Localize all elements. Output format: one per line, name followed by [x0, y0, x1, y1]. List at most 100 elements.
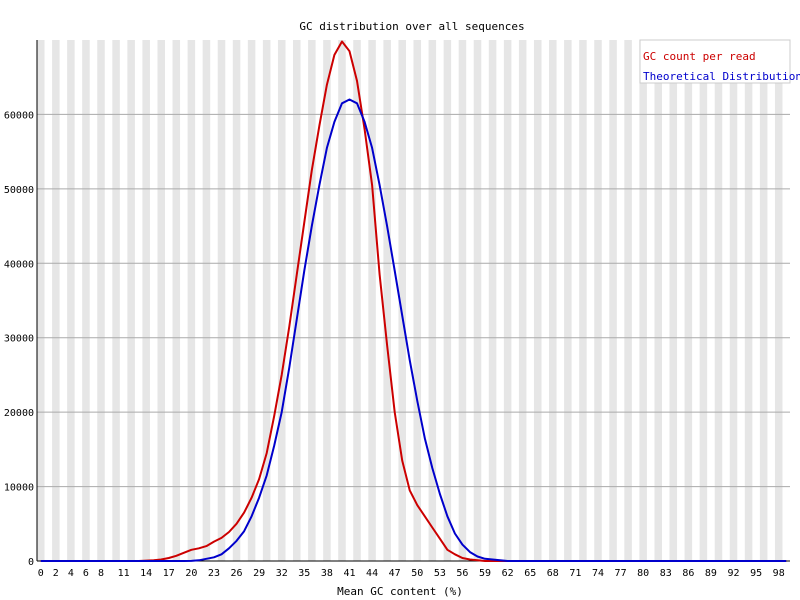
x-tick-label: 62 [502, 568, 514, 579]
x-tick-label: 23 [208, 568, 220, 579]
x-tick-label: 11 [118, 568, 130, 579]
x-tick-label: 47 [389, 568, 401, 579]
series-lines [40, 40, 787, 562]
background-band [398, 40, 406, 561]
background-band [473, 40, 482, 561]
background-band [774, 40, 783, 561]
x-tick-label: 38 [321, 568, 333, 579]
x-tick-label: 0 [38, 568, 44, 579]
background-band [172, 40, 181, 561]
background-band [518, 40, 527, 561]
background-band [262, 40, 271, 561]
background-band [157, 40, 166, 561]
background-band [247, 40, 256, 561]
x-tick-label: 17 [163, 568, 175, 579]
x-tick-label: 80 [637, 568, 649, 579]
x-tick-label: 8 [98, 568, 104, 579]
x-tick-label: 95 [750, 568, 762, 579]
background-band [564, 40, 572, 561]
background-band [533, 40, 542, 561]
x-tick-label: 86 [682, 568, 694, 579]
background-band [503, 40, 512, 561]
background-band [82, 40, 90, 561]
background-band [37, 40, 45, 561]
background-band [729, 40, 738, 561]
background-band [217, 40, 226, 561]
x-tick-label: 83 [660, 568, 672, 579]
y-tick-label: 20000 [4, 408, 34, 419]
x-tick-label: 26 [231, 568, 243, 579]
background-band [684, 40, 693, 561]
y-tick-label: 40000 [4, 259, 34, 270]
x-tick-label: 92 [728, 568, 740, 579]
background-band [142, 40, 150, 561]
background-band [232, 40, 241, 561]
y-tick-label: 50000 [4, 185, 34, 196]
background-band [413, 40, 422, 561]
background-band [187, 40, 196, 561]
background-band [52, 40, 60, 561]
background-band [353, 40, 361, 561]
x-tick-label: 4 [68, 568, 74, 579]
y-tick-labels: 0 10000 20000 30000 40000 50000 60000 [4, 110, 34, 568]
background-band [759, 40, 768, 561]
y-tick-label: 0 [28, 557, 34, 568]
x-tick-label: 65 [524, 568, 536, 579]
background-band [428, 40, 437, 561]
background-band [97, 40, 105, 561]
background-band [323, 40, 331, 561]
x-tick-label: 35 [298, 568, 310, 579]
background-bands [37, 40, 783, 561]
background-band [594, 40, 602, 561]
gridlines [37, 113, 790, 488]
background-band [744, 40, 753, 561]
legend-box [639, 39, 791, 84]
background-band [669, 40, 678, 561]
x-tick-label: 74 [592, 568, 604, 579]
x-axis-label: Mean GC content (%) [337, 585, 463, 598]
background-band [368, 40, 376, 561]
background-band [579, 40, 587, 561]
background-band [112, 40, 120, 561]
chart-title: GC distribution over all sequences [299, 20, 524, 33]
y-tick-label: 30000 [4, 334, 34, 345]
background-band [383, 40, 391, 561]
x-tick-label: 77 [615, 568, 627, 579]
x-tick-label: 41 [343, 568, 355, 579]
background-band [639, 40, 647, 561]
x-tick-label: 71 [569, 568, 581, 579]
x-tick-labels: 0 2 4 6 8 11 14 17 20 23 26 29 32 35 38 41 44 47 50 53 56 59 6… [38, 568, 785, 579]
background-band [624, 40, 632, 561]
background-band [488, 40, 497, 561]
background-band [127, 40, 135, 561]
x-tick-label: 53 [434, 568, 446, 579]
x-tick-label: 44 [366, 568, 378, 579]
background-band [67, 40, 75, 561]
background-band [699, 40, 708, 561]
y-tick-label: 60000 [4, 110, 34, 121]
x-tick-label: 6 [83, 568, 89, 579]
legend-entry-gc-count: GC count per read [643, 50, 756, 63]
x-tick-label: 32 [276, 568, 288, 579]
y-tick-label: 10000 [4, 483, 34, 494]
background-band [202, 40, 211, 561]
x-tick-label: 89 [705, 568, 717, 579]
x-tick-label: 59 [479, 568, 491, 579]
legend-entry-theoretical: Theoretical Distribution [643, 70, 800, 83]
background-band [443, 40, 452, 561]
x-tick-label: 29 [253, 568, 265, 579]
series-line-theoretical [40, 98, 787, 562]
x-tick-label: 14 [140, 568, 152, 579]
background-band [714, 40, 723, 561]
background-band [308, 40, 316, 561]
x-tick-label: 56 [456, 568, 468, 579]
x-tick-label: 68 [547, 568, 559, 579]
background-band [338, 40, 346, 561]
background-band [458, 40, 467, 561]
legend: GC count per read Theoretical Distributi… [639, 39, 800, 84]
background-band [609, 40, 617, 561]
background-band [293, 40, 301, 561]
x-tick-label: 20 [185, 568, 197, 579]
